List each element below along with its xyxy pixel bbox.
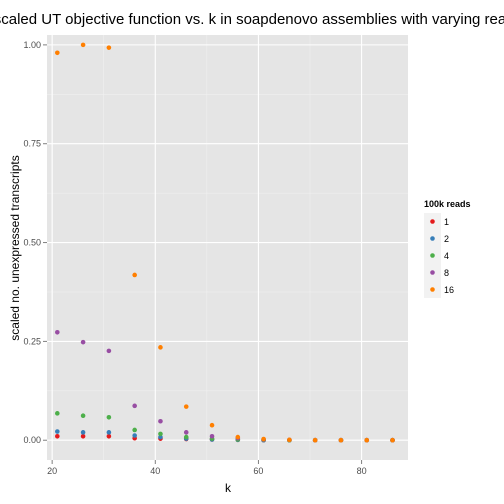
data-point-series-4 (106, 415, 112, 420)
legend-key-1 (430, 219, 435, 224)
data-point-series-16 (183, 404, 189, 409)
data-point-series-16 (261, 436, 266, 442)
x-axis-label: k (225, 481, 232, 495)
data-point-series-1 (55, 433, 60, 439)
data-point-series-8 (183, 430, 189, 435)
data-point-series-16 (390, 437, 395, 443)
y-axis-ticks: 0.00 0.25 0.50 0.75 1.00 (23, 40, 47, 445)
data-point-series-16 (338, 437, 344, 443)
data-point-series-16 (364, 437, 370, 443)
data-point-series-8 (80, 339, 86, 345)
data-points (55, 42, 395, 443)
data-point-series-1 (106, 433, 112, 439)
x-axis-ticks: 20 40 60 80 (47, 460, 367, 476)
y-axis-label: scaled no. unexpressed transcripts (8, 155, 22, 340)
plot-panel (47, 35, 408, 460)
legend-label-4: 4 (444, 251, 449, 261)
data-point-series-16 (287, 437, 292, 443)
data-point-series-16 (106, 45, 112, 50)
legend-label-2: 2 (444, 234, 449, 244)
data-point-series-16 (80, 42, 86, 48)
data-point-series-1 (80, 433, 86, 439)
legend-label-8: 8 (444, 268, 449, 278)
data-point-series-16 (132, 272, 137, 278)
data-point-series-16 (158, 345, 163, 350)
legend-key-4 (430, 253, 435, 258)
data-point-series-8 (106, 348, 112, 354)
legend-label-16: 16 (444, 285, 454, 295)
legend-key-2 (430, 236, 435, 241)
x-tick-label: 20 (47, 466, 57, 476)
data-point-series-8 (209, 433, 215, 439)
grid-lines (47, 35, 408, 460)
data-point-series-16 (55, 50, 60, 56)
data-point-series-4 (55, 411, 60, 416)
data-point-series-8 (132, 403, 137, 409)
data-point-series-2 (80, 430, 86, 435)
data-point-series-4 (132, 427, 137, 433)
legend-key-8 (430, 270, 435, 275)
data-point-series-8 (55, 330, 60, 335)
data-point-series-2 (106, 430, 112, 435)
x-tick-label: 60 (253, 466, 263, 476)
y-tick-label: 0.25 (23, 336, 41, 346)
data-point-series-2 (55, 429, 60, 434)
y-tick-label: 0.00 (23, 435, 41, 445)
y-tick-label: 1.00 (23, 40, 41, 50)
data-point-series-8 (158, 418, 163, 424)
data-point-series-4 (158, 431, 163, 437)
data-point-series-16 (209, 422, 215, 428)
data-point-series-16 (235, 434, 241, 440)
data-point-series-2 (132, 433, 137, 438)
x-tick-label: 80 (357, 466, 367, 476)
legend-label-1: 1 (444, 217, 449, 227)
x-tick-label: 40 (150, 466, 160, 476)
data-point-series-16 (312, 437, 318, 443)
data-point-series-4 (183, 434, 189, 440)
y-tick-label: 0.75 (23, 139, 41, 149)
legend-title: 100k reads (424, 199, 471, 209)
chart-title: f scaled UT objective function vs. k in … (0, 11, 504, 28)
legend-key-16 (430, 287, 435, 292)
legend: 100k reads 1 2 4 8 16 (424, 199, 471, 298)
data-point-series-4 (80, 413, 86, 419)
data-point-series-2 (158, 434, 163, 440)
y-tick-label: 0.50 (23, 238, 41, 248)
